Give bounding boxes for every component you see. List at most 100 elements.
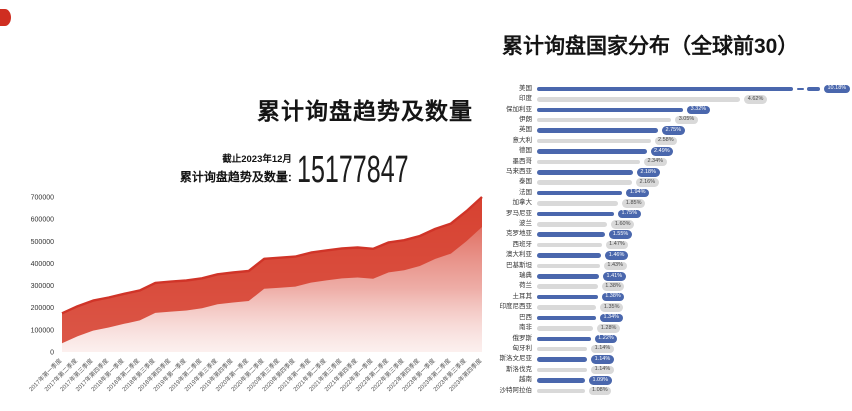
bar-track: 1.22% [537,334,849,343]
bar-row: 美国 10.18% [497,84,850,94]
bar-track: 1.28% [537,324,849,333]
bar-track: 2.16% [537,178,849,187]
y-axis-label: 0 [50,350,54,357]
percentage-badge: 1.14% [591,365,614,375]
trend-chart-title: 累计询盘趋势及数量 [257,98,473,124]
y-axis-label: 400000 [31,261,54,268]
bar-track: 1.09% [537,376,849,385]
percentage-badge: 1.08% [588,386,612,396]
bar [537,263,600,269]
bar-row: 英国 2.75% [497,126,849,135]
bar-track: 1.75% [537,209,849,219]
bar-row: 澳大利亚 1.46% [497,251,849,260]
percentage-badge: 2.16% [636,178,659,187]
country-label: 墨西哥 [512,157,533,165]
country-label: 巴基斯坦 [506,261,532,269]
percentage-badge: 1.94% [626,188,649,198]
country-label: 瑞典 [519,272,532,280]
bar [537,180,633,185]
bar-row: 俄罗斯 1.22% [497,334,849,343]
y-axis-label: 700000 [31,195,54,202]
bar [537,326,594,331]
bar-track: 2.18% [537,168,849,177]
bar-track: 1.85% [537,199,849,208]
country-label: 意大利 [512,136,533,144]
bar-track: 2.34% [537,157,849,167]
country-label: 伊朗 [519,115,532,123]
country-label: 荷兰 [519,282,532,290]
country-label: 马来西亚 [506,168,532,175]
bar-track: 1.94% [537,188,849,198]
bar-row: 西班牙 1.47% [497,240,849,250]
bar-track: 2.75% [537,126,849,135]
bar-row: 斯洛伐克 1.14% [497,365,849,375]
bar-track: 3.32% [537,105,849,115]
bar-row: 克罗地亚 1.55% [497,230,849,239]
country-label: 保加利亚 [506,105,532,113]
bar [537,107,684,113]
bar-track: 1.46% [537,251,849,260]
bar-row: 泰国 2.16% [497,178,849,187]
bar-row: 法国 1.94% [497,188,849,198]
percentage-badge: 10.18% [824,84,850,94]
country-label: 克罗地亚 [506,230,532,238]
country-chart-title: 累计询盘国家分布（全球前30） [502,35,799,58]
percentage-badge: 2.34% [643,157,667,167]
total-annotation: 截止2023年12月 累计询盘趋势及数量: 15177847 [180,151,466,189]
bar-track: 1.14% [537,344,849,354]
bar [537,232,606,237]
bar-row: 保加利亚 3.32% [497,105,849,115]
bar [537,149,647,154]
bar-row: 土耳其 1.38% [497,292,849,302]
bar [537,378,585,383]
bar-row: 匈牙利 1.14% [497,344,849,354]
bar-track: 1.38% [537,292,849,302]
y-axis-label: 100000 [31,327,54,334]
as-of-date-label: 截止2023年12月 [222,154,292,165]
bar [537,357,588,362]
country-label: 泰国 [519,178,532,186]
bar [537,315,596,321]
bar [537,170,633,175]
country-label: 土耳其 [512,292,533,300]
percentage-badge: 1.85% [622,199,645,208]
percentage-badge: 1.75% [618,209,641,219]
country-label: 沙特阿拉伯 [499,386,533,394]
bar-row: 瑞典 1.41% [497,272,849,281]
country-label: 美国 [519,84,532,92]
bar-track: 10.18% [537,84,850,94]
bar-row: 马来西亚 2.18% [497,168,849,177]
bar [537,201,619,206]
trend-line [61,196,483,315]
bar-row: 印度 4.62% [497,95,849,104]
country-label: 越南 [519,376,532,384]
bar-row: 印度尼西亚 1.35% [497,303,849,312]
country-label: 澳大利亚 [506,251,532,259]
percentage-badge: 3.05% [675,115,698,125]
y-axis-label: 200000 [31,305,54,312]
country-label: 斯洛伐克 [506,365,532,373]
bar [537,138,651,144]
bar-row: 德国 2.49% [497,147,849,156]
trend-area-ribbon [62,197,482,344]
bar-track: 1.34% [537,313,849,323]
axis-break-cap [807,86,820,92]
bar-row: 荷兰 1.38% [497,282,849,291]
country-label: 印度尼西亚 [499,303,533,311]
y-axis-label: 300000 [31,283,54,290]
bar-track: 1.38% [537,282,849,291]
country-label: 波兰 [519,220,532,228]
country-label: 南非 [519,324,532,332]
percentage-badge: 1.28% [597,324,620,333]
percentage-badge: 1.41% [603,272,626,281]
percentage-badge: 3.32% [687,105,710,115]
bar-row: 沙特阿拉伯 1.08% [497,386,849,396]
country-label: 巴西 [519,313,532,321]
percentage-badge: 1.55% [609,230,632,239]
bar-track: 4.62% [537,95,849,104]
percentage-badge: 1.47% [605,240,629,250]
bar-row: 加拿大 1.85% [497,199,849,208]
bar-row: 意大利 2.58% [497,136,849,146]
bar-row: 罗马尼亚 1.75% [497,209,849,219]
country-label: 罗马尼亚 [506,209,532,217]
